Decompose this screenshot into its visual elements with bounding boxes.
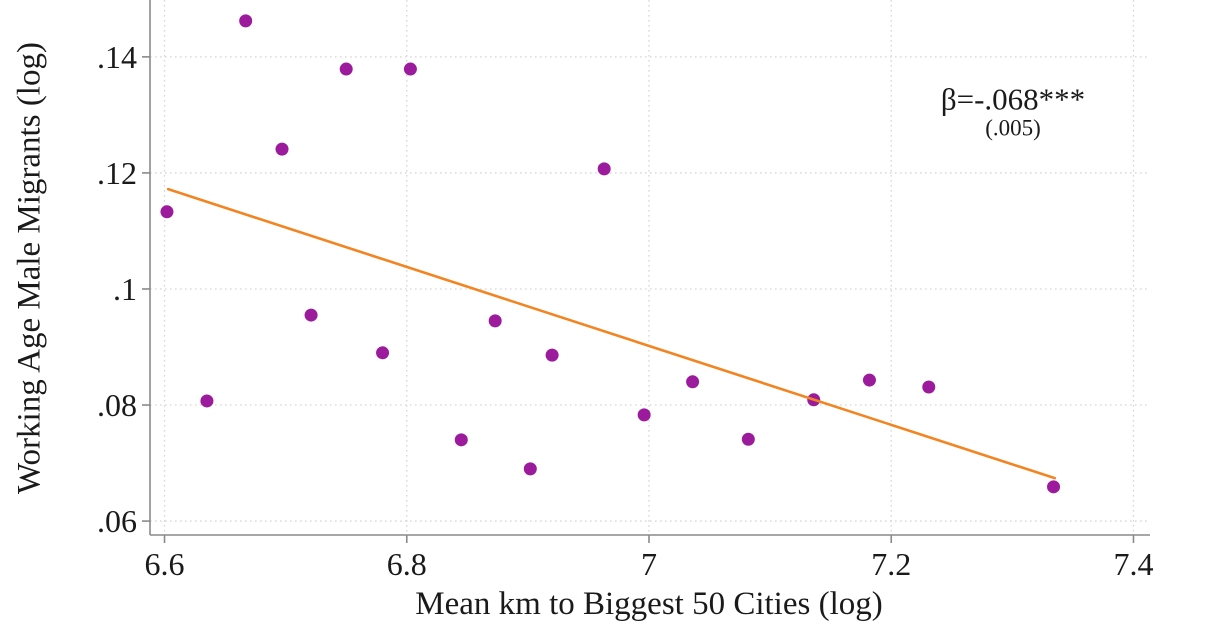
x-tick-label: 7.2 [871, 546, 911, 582]
data-point [741, 432, 755, 446]
data-point [376, 346, 390, 360]
data-point [239, 14, 253, 28]
y-tick-label: .06 [97, 503, 137, 539]
data-point [545, 348, 559, 362]
regression-annotation: β=-.068*** (.005) [940, 81, 1086, 141]
data-point [200, 394, 214, 408]
data-point [454, 433, 468, 447]
x-tick-label: 7 [641, 546, 657, 582]
data-point [304, 308, 318, 322]
x-axis-title: Mean km to Biggest 50 Cities (log) [415, 586, 883, 622]
x-tick-label: 6.6 [145, 546, 185, 582]
y-axis-title: Working Age Male Migrants (log) [11, 42, 48, 494]
x-tick-label: 6.8 [387, 546, 427, 582]
data-point [597, 162, 611, 176]
beta-coefficient-label: β=-.068*** [940, 81, 1086, 117]
data-point [488, 314, 502, 328]
fit-line [166, 187, 1057, 480]
data-point [1047, 480, 1061, 494]
y-tick-label: .12 [97, 155, 137, 191]
x-tick-label: 7.4 [1113, 546, 1153, 582]
data-point [523, 462, 537, 476]
data-point [339, 62, 353, 76]
standard-error-label: (.005) [985, 115, 1041, 141]
data-point [922, 380, 936, 394]
data-point [686, 375, 700, 389]
data-point [862, 373, 876, 387]
y-tick-label: .14 [97, 39, 137, 75]
data-point [160, 205, 174, 219]
y-tick-label: .1 [113, 271, 137, 307]
data-point [637, 408, 651, 422]
y-tick-label: .08 [97, 387, 137, 423]
data-point [403, 62, 417, 76]
data-point [275, 142, 289, 156]
